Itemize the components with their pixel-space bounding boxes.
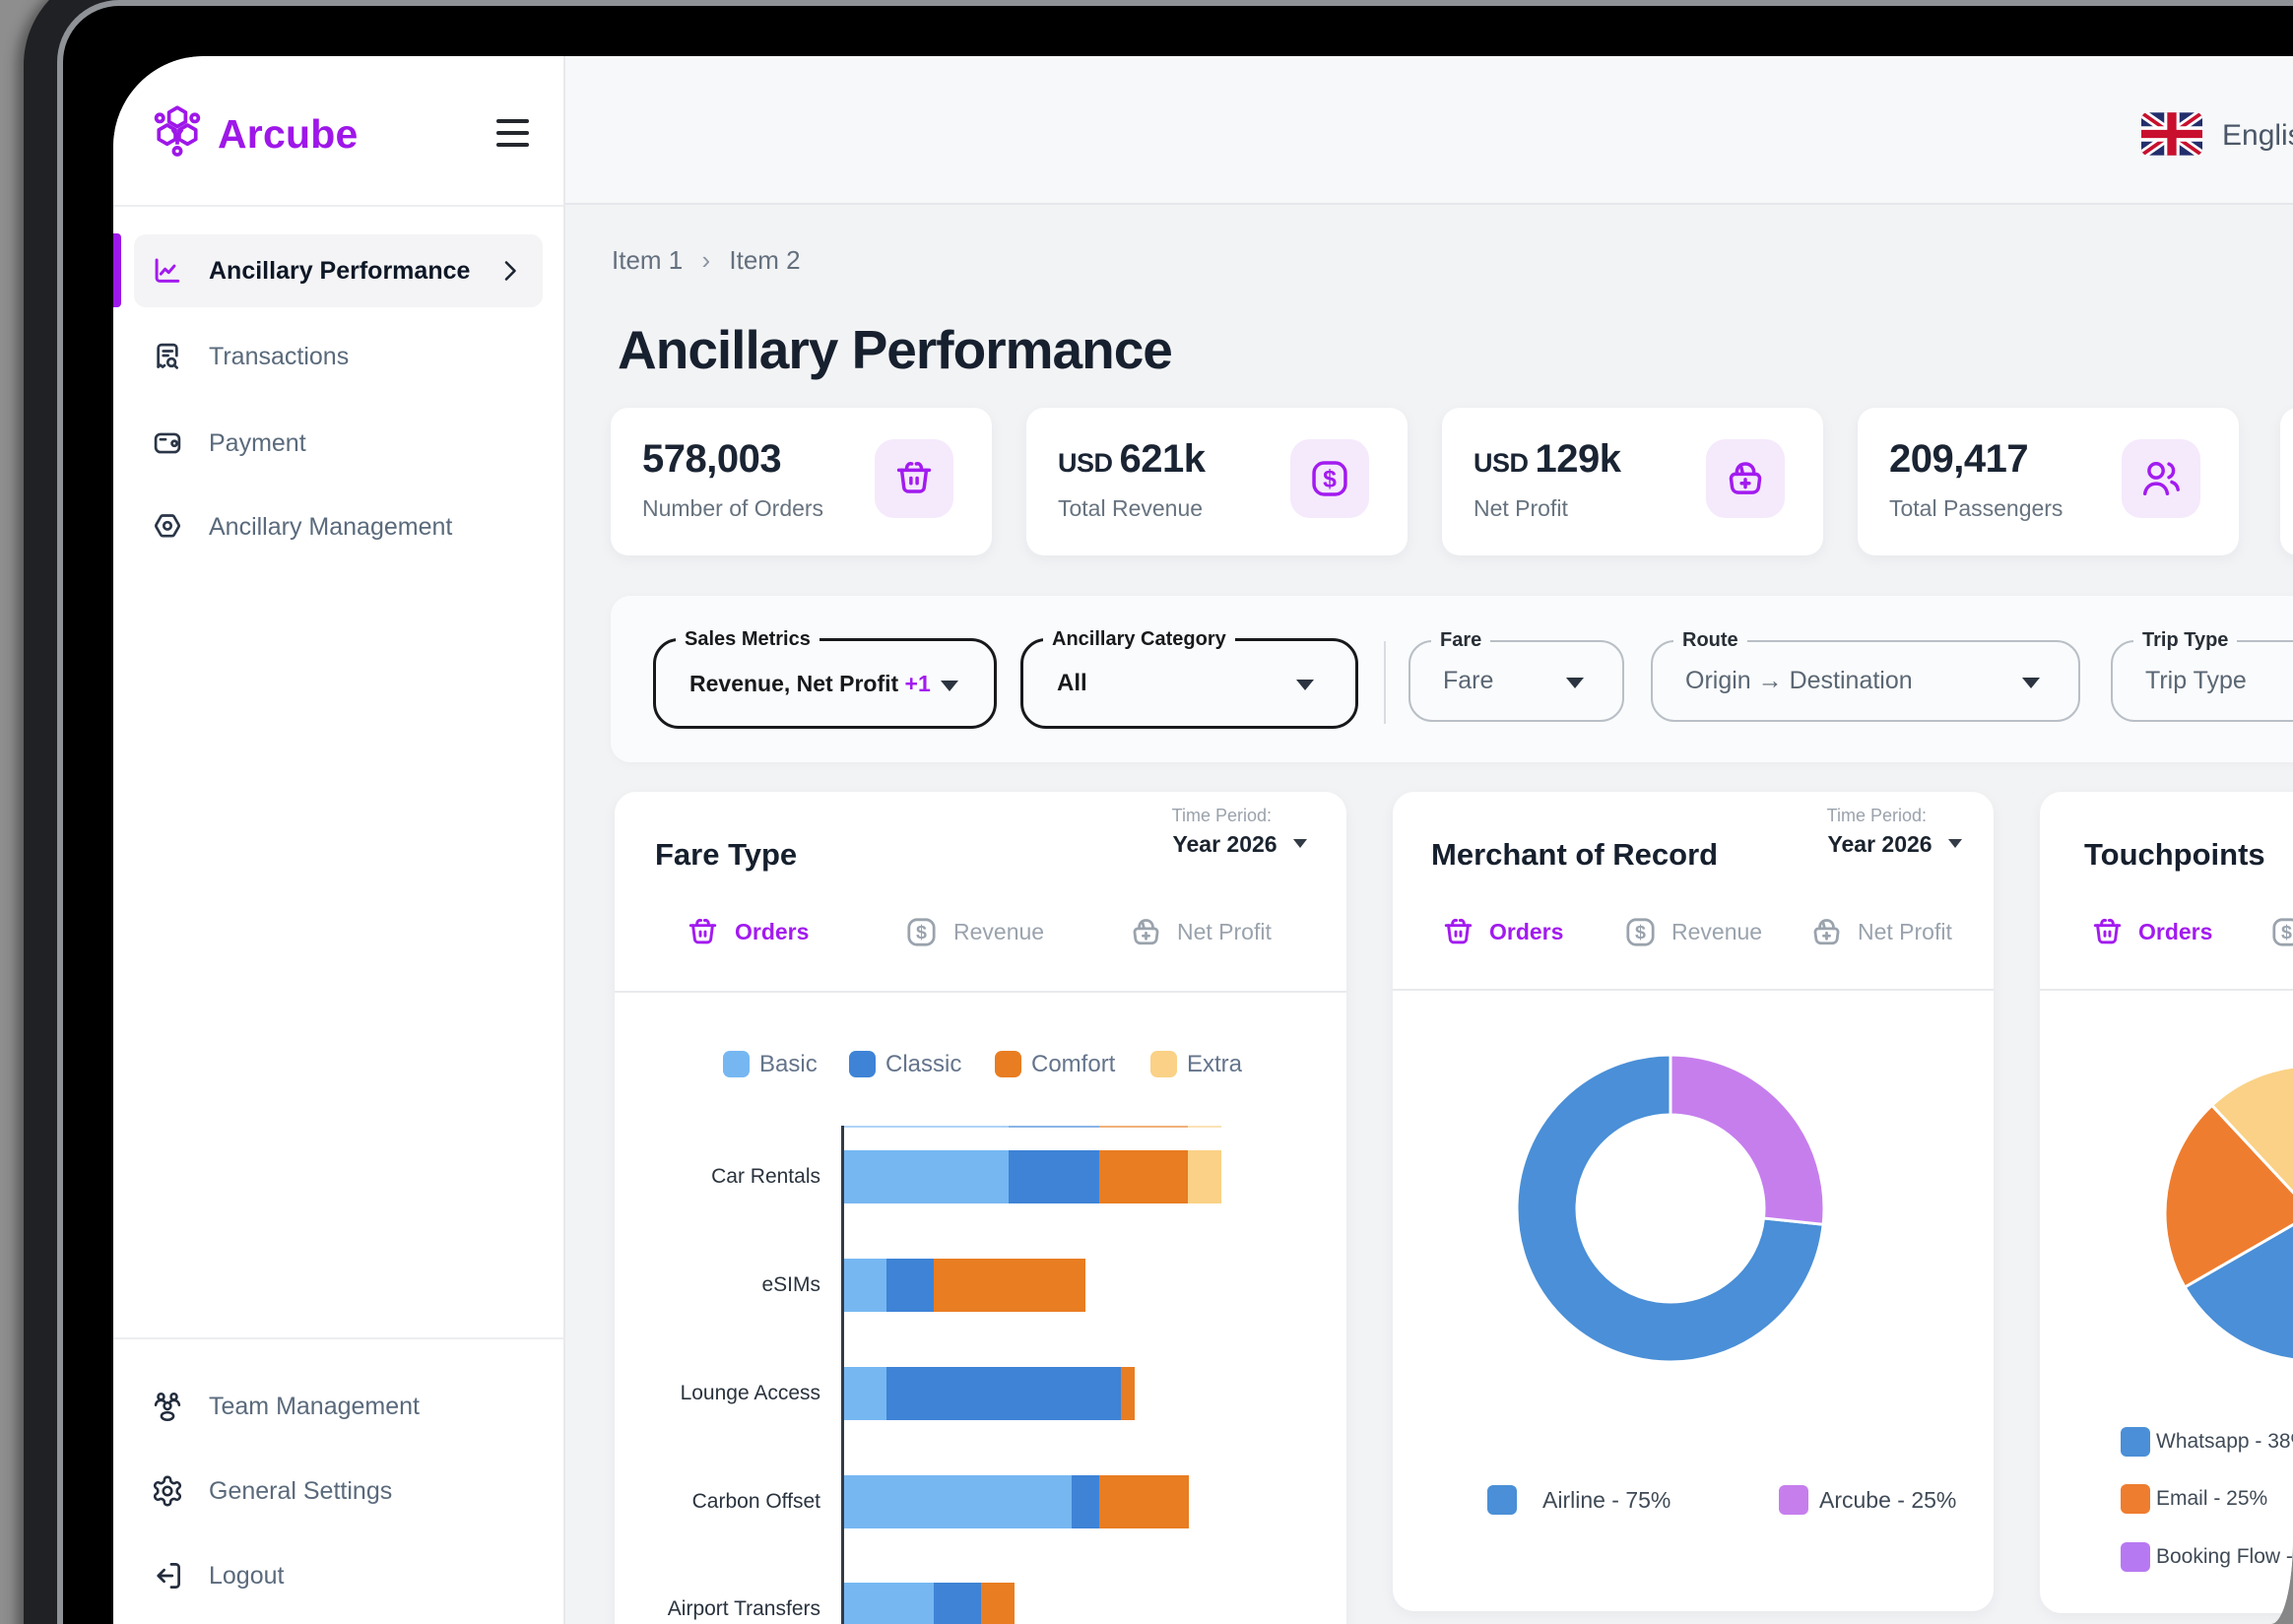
svg-text:$: $ (1323, 466, 1337, 492)
svg-text:$: $ (1635, 922, 1646, 943)
svg-text:$: $ (2281, 922, 2292, 943)
svg-text:$: $ (916, 922, 927, 943)
